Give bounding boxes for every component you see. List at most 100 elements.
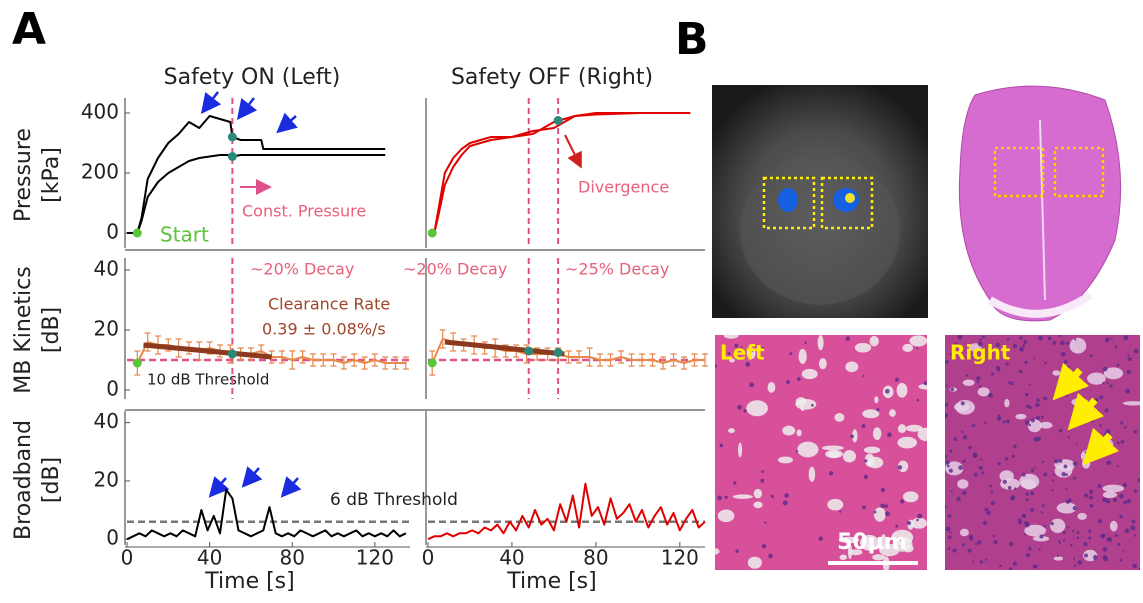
x-tick-label: 80: [280, 546, 305, 570]
nucleus: [1126, 499, 1132, 504]
nucleus: [973, 472, 978, 477]
nucleus: [789, 352, 793, 356]
brain-feature: [1039, 119, 1046, 301]
error-bar: [702, 353, 708, 367]
nucleus: [962, 435, 968, 440]
annotation: Divergence: [578, 178, 669, 197]
nucleus: [1012, 344, 1018, 349]
nucleus: [880, 487, 886, 493]
nucleus: [1116, 465, 1119, 468]
error-bar: [340, 356, 347, 370]
error-bar: [576, 350, 583, 364]
tissue-gap: [897, 424, 907, 434]
nucleus: [734, 343, 739, 348]
nucleus: [1131, 519, 1136, 524]
nucleus: [997, 461, 1001, 466]
nucleus: [1065, 473, 1068, 477]
nucleus: [947, 514, 952, 518]
nucleus: [1035, 415, 1041, 420]
nucleus: [1081, 388, 1084, 391]
nucleus: [1072, 505, 1078, 511]
nucleus: [1022, 344, 1026, 347]
nucleus: [1002, 479, 1008, 484]
nucleus: [978, 385, 982, 388]
nucleus: [1120, 421, 1124, 425]
nucleus: [737, 404, 742, 410]
nucleus: [1051, 479, 1055, 482]
nucleus: [1025, 498, 1029, 502]
nucleus: [949, 353, 952, 356]
nucleus: [749, 348, 754, 353]
nucleus: [850, 434, 854, 439]
nucleus: [1133, 430, 1138, 434]
start-point: [427, 228, 437, 238]
tissue-gap: [747, 556, 762, 569]
tissue-gap: [847, 544, 853, 560]
nucleus: [1043, 524, 1046, 528]
series-line: [428, 112, 691, 234]
tissue-gap: [827, 498, 844, 511]
nucleus: [984, 421, 987, 424]
marker-point: [227, 132, 237, 142]
tissue-gap: [834, 413, 845, 422]
fit-line: [444, 339, 565, 357]
nucleus: [1056, 554, 1060, 558]
nucleus: [897, 465, 903, 470]
nucleus: [990, 501, 995, 506]
nucleus: [1073, 338, 1077, 341]
panel-label: A: [12, 4, 46, 55]
panel-b: Left Right 50μm: [712, 85, 1140, 570]
nucleus: [945, 412, 948, 418]
tissue-gap: [753, 501, 763, 509]
nucleus: [1025, 392, 1029, 397]
nucleus: [1002, 420, 1006, 424]
nucleus: [887, 432, 892, 438]
tissue-gap: [825, 449, 843, 459]
nucleus: [1102, 497, 1107, 503]
nucleus: [1005, 362, 1009, 366]
nucleus: [950, 490, 953, 493]
tissue-gap: [918, 383, 927, 390]
series-line: [127, 115, 386, 234]
nucleus: [715, 364, 717, 368]
nucleus: [945, 384, 948, 387]
tissue-gap: [1021, 478, 1027, 487]
tissue-gap: [1103, 367, 1124, 380]
tissue-gap: [854, 342, 872, 353]
nucleus: [796, 377, 801, 381]
nucleus: [1052, 473, 1055, 476]
panel-label: B: [675, 14, 709, 65]
tissue-gap: [798, 348, 807, 365]
arrow: [564, 134, 582, 169]
tissue-gap: [872, 554, 885, 561]
nucleus: [1114, 345, 1118, 349]
nucleus: [1058, 458, 1063, 463]
nucleus: [1047, 336, 1052, 341]
nucleus: [976, 376, 981, 381]
nucleus: [862, 374, 865, 378]
tissue-gap: [1024, 524, 1047, 537]
mri-signal: [845, 193, 855, 203]
annotation: ~20% Decay: [250, 260, 354, 279]
nucleus: [1058, 428, 1063, 433]
nucleus: [1044, 361, 1047, 365]
nucleus: [954, 342, 958, 346]
tissue-gap: [1053, 556, 1064, 561]
tissue-gap: [732, 494, 753, 499]
nucleus: [1021, 514, 1025, 518]
nucleus: [1076, 536, 1080, 540]
histology-label: Right: [950, 341, 1011, 365]
nucleus: [1112, 497, 1117, 502]
tissue-gap: [1069, 337, 1087, 354]
nucleus: [983, 335, 986, 338]
nucleus: [804, 341, 807, 345]
nucleus: [862, 505, 866, 510]
arrow: [241, 466, 263, 488]
nucleus: [1072, 529, 1075, 533]
nucleus: [961, 430, 964, 433]
nucleus: [761, 543, 767, 549]
error-bar: [681, 356, 688, 370]
series-line: [127, 154, 386, 234]
error-bar: [289, 350, 296, 370]
